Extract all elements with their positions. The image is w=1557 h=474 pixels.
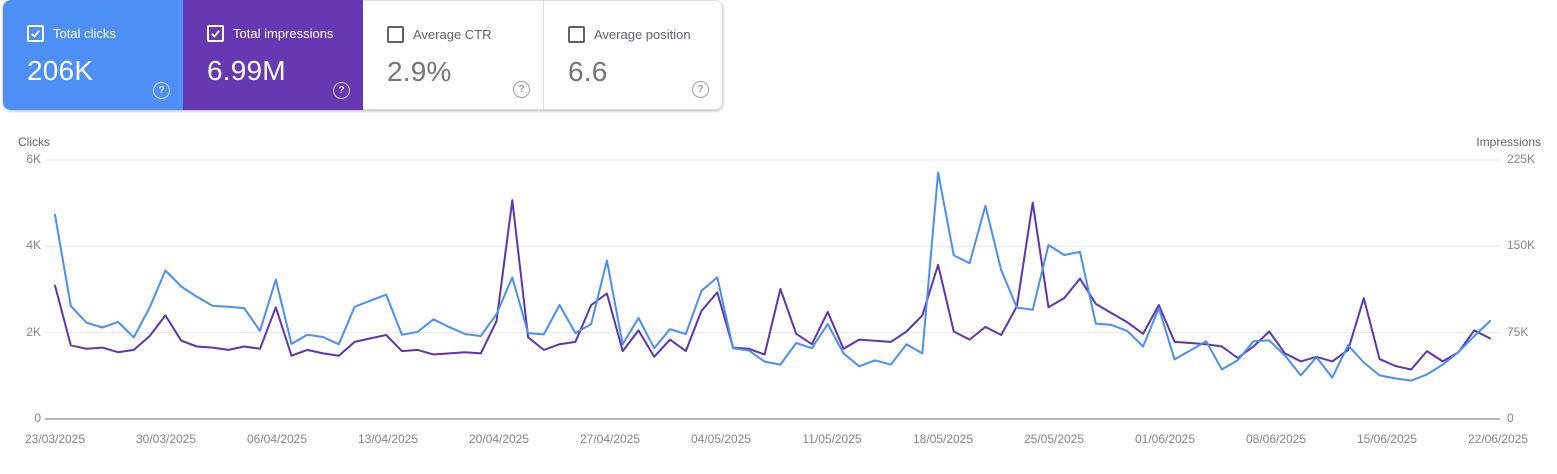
card-total-clicks[interactable]: Total clicks 206K ?	[3, 0, 183, 110]
y-axis-tick-right: 150K	[1507, 238, 1536, 253]
card-value: 2.9%	[387, 56, 452, 87]
x-axis-date-label: 15/06/2025	[1356, 432, 1418, 446]
y-axis-tick-right: 0	[1507, 411, 1514, 425]
x-axis-date-label: 18/05/2025	[912, 432, 974, 446]
left-axis-title: Clicks	[18, 135, 50, 149]
card-value: 6.6	[568, 56, 608, 87]
clicks-line[interactable]	[54, 171, 1491, 382]
x-axis-date-label: 23/03/2025	[24, 432, 86, 446]
help-icon[interactable]: ?	[513, 81, 530, 98]
x-axis-date-label: 06/04/2025	[246, 432, 308, 446]
card-average-position-header: Average position	[568, 26, 722, 43]
x-axis-date-label: 20/04/2025	[468, 432, 530, 446]
x-axis-date-label: 30/03/2025	[135, 432, 197, 446]
checkmark-icon	[31, 30, 40, 38]
card-average-ctr-header: Average CTR	[387, 26, 543, 43]
x-axis-date-label: 11/05/2025	[802, 432, 862, 446]
card-average-ctr[interactable]: Average CTR 2.9% ?	[363, 0, 543, 110]
metric-cards: Total clicks 206K ? Total impressions 6.…	[3, 0, 723, 110]
card-value: 6.99M	[207, 55, 286, 86]
x-axis-date-label: 22/06/2025	[1467, 432, 1529, 446]
x-axis-date-label: 13/04/2025	[357, 432, 419, 446]
y-axis-tick-left: 4K	[26, 238, 41, 253]
card-value: 206K	[27, 55, 94, 86]
x-axis-date-label: 27/04/2025	[579, 432, 641, 446]
performance-chart[interactable]: Clicks Impressions 0 2K 4K 6K 0 75K 150K 225K 23…	[0, 130, 1557, 474]
y-axis-tick-right: 75K	[1507, 324, 1529, 339]
y-axis-tick-left: 6K	[26, 152, 41, 166]
x-axis-date-label: 08/06/2025	[1245, 432, 1307, 446]
card-label: Total impressions	[233, 26, 334, 41]
checkbox-checked-icon[interactable]	[207, 25, 224, 42]
help-icon[interactable]: ?	[333, 82, 350, 99]
checkbox-unchecked-icon[interactable]	[387, 26, 404, 43]
x-axis-date-label: 01/06/2025	[1134, 432, 1196, 446]
impressions-line[interactable]	[54, 199, 1491, 371]
x-axis-date-label: 04/05/2025	[690, 432, 752, 446]
card-total-clicks-header: Total clicks	[27, 25, 183, 42]
checkmark-icon	[211, 30, 220, 38]
card-label: Average position	[594, 27, 691, 42]
checkbox-checked-icon[interactable]	[27, 25, 44, 42]
help-icon[interactable]: ?	[153, 82, 170, 99]
plot-area[interactable]	[0, 130, 1557, 474]
x-axis-date-label: 25/05/2025	[1023, 432, 1085, 446]
card-label: Average CTR	[413, 27, 492, 42]
card-average-position[interactable]: Average position 6.6 ?	[543, 0, 723, 110]
checkbox-unchecked-icon[interactable]	[568, 26, 585, 43]
right-axis-title: Impressions	[1476, 135, 1541, 149]
y-axis-tick-right: 225K	[1507, 152, 1536, 166]
y-axis-tick-left: 2K	[26, 324, 41, 339]
card-label: Total clicks	[53, 26, 116, 41]
help-icon[interactable]: ?	[692, 81, 709, 98]
y-axis-tick-left: 0	[34, 411, 41, 425]
card-total-impressions[interactable]: Total impressions 6.99M ?	[183, 0, 363, 110]
card-total-impressions-header: Total impressions	[207, 25, 363, 42]
